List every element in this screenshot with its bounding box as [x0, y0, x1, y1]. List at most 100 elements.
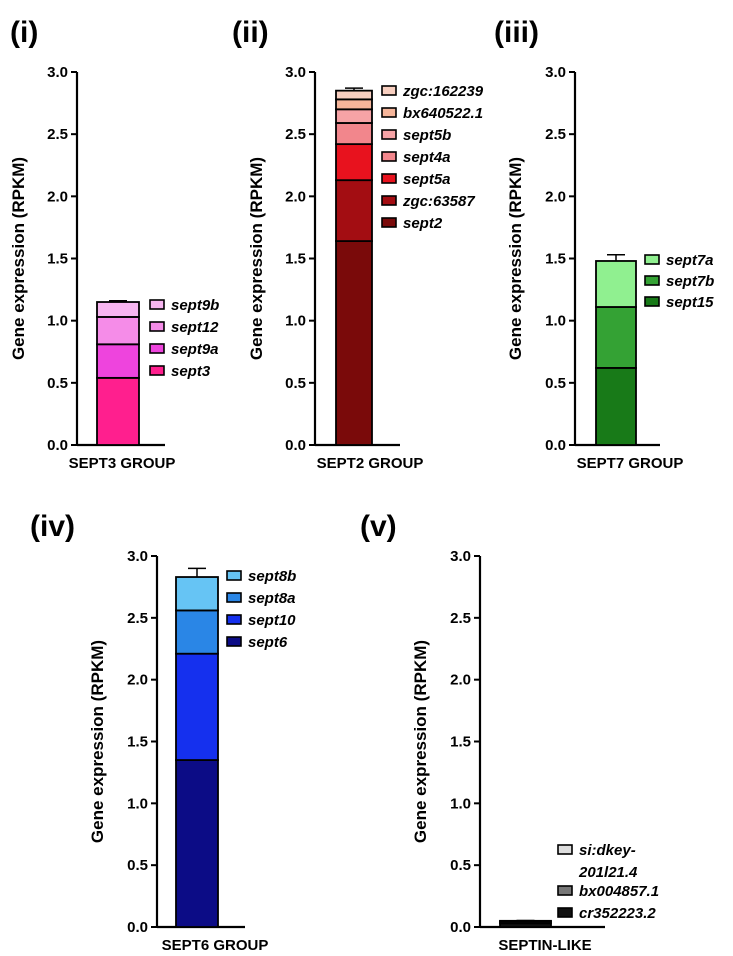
legend-swatch-sept7a	[644, 254, 660, 265]
legend-swatch-sept5a	[381, 173, 397, 184]
bar-segment-sept8b	[175, 576, 219, 612]
y-tick-label: 3.0	[285, 64, 306, 81]
legend-label: sept15	[666, 294, 714, 311]
legend-swatch-sept9b	[149, 299, 165, 310]
legend-label: sept5b	[403, 127, 451, 144]
chart-panel-3: (iii) 0.0 0.5 1.0 1.5 2.0 2.5 3.0 Gene expressio…	[494, 16, 714, 472]
chart-panel-1: (i) 0.0 0.5 1.0 1.5 2.0 2.5 3.0 Gene expression …	[9, 16, 219, 472]
legend-label: sept9b	[171, 297, 219, 314]
legend-label: si:dkey-201l21.4	[578, 842, 638, 881]
y-axis-title: Gene expression (RPKM)	[247, 157, 266, 360]
y-tick-label: 2.0	[285, 188, 306, 205]
legend-label: sept2	[403, 215, 443, 232]
legend-label: sept10	[248, 612, 296, 629]
legend-swatch-sept4a	[381, 151, 397, 162]
legend-swatch-sept3	[149, 365, 165, 376]
y-tick-label: 0.0	[450, 919, 471, 936]
legend-swatch-bx640522-1	[381, 107, 397, 118]
legend-label: bx004857.1	[579, 883, 659, 900]
y-tick-label: 1.5	[545, 251, 566, 268]
y-axis-title: Gene expression (RPKM)	[411, 640, 430, 843]
legend-label: sept9a	[171, 341, 219, 358]
legend-swatch-sept8a	[226, 592, 242, 603]
legend-label: zgc:63587	[402, 193, 475, 210]
legend-swatch-sept12	[149, 321, 165, 332]
y-tick-label: 3.0	[47, 64, 68, 81]
y-axis-title: Gene expression (RPKM)	[9, 157, 28, 360]
bar-segment-sept5b	[335, 108, 373, 124]
y-tick-label: 1.0	[450, 795, 471, 812]
legend-label: sept3	[171, 363, 211, 380]
legend-swatch-bx004857-1	[557, 885, 573, 896]
y-tick-label: 0.5	[450, 857, 471, 874]
chart-panel-2: (ii) 0.0 0.5 1.0 1.5 2.0 2.5 3.0 Gene expression…	[232, 16, 484, 472]
legend-swatch-sept9a	[149, 343, 165, 354]
panel-label: (ii)	[232, 16, 269, 49]
y-tick-label: 2.0	[450, 672, 471, 689]
y-tick-label: 3.0	[450, 548, 471, 565]
y-tick-label: 3.0	[127, 548, 148, 565]
chart-panel-4: (iv) 0.0 0.5 1.0 1.5 2.0 2.5 3.0 Gene expression…	[30, 510, 296, 954]
y-tick-label: 2.5	[285, 126, 306, 143]
y-tick-label: 2.5	[127, 610, 148, 627]
y-tick-label: 1.5	[127, 734, 148, 751]
y-axis-title: Gene expression (RPKM)	[506, 157, 525, 360]
bar-segment-sept12	[96, 316, 140, 346]
legend-label: cr352223.2	[579, 905, 656, 922]
legend-label: sept8b	[248, 568, 296, 585]
legend-label: sept8a	[248, 590, 296, 607]
x-category-label: SEPT3 GROUP	[69, 455, 176, 472]
bar-segment-sept9a	[96, 343, 140, 379]
x-category-label: SEPT6 GROUP	[162, 937, 269, 954]
legend-swatch-sept10	[226, 614, 242, 625]
legend-swatch-sept2	[381, 217, 397, 228]
bar-segment-sept4a	[335, 122, 373, 146]
y-tick-label: 1.5	[285, 251, 306, 268]
y-axis-title: Gene expression (RPKM)	[88, 640, 107, 843]
y-tick-label: 0.0	[127, 919, 148, 936]
y-tick-label: 2.0	[47, 188, 68, 205]
y-tick-label: 1.0	[285, 313, 306, 330]
bar-segment-zgc-162239	[335, 89, 373, 101]
bar-segment-sept7a	[595, 260, 637, 308]
bar-segment-sept7b	[595, 306, 637, 369]
y-tick-label: 0.0	[47, 437, 68, 454]
y-tick-label: 0.5	[285, 375, 306, 392]
legend-label: sept7b	[666, 273, 714, 290]
y-tick-label: 2.5	[450, 610, 471, 627]
bar-segment-sept8a	[175, 609, 219, 655]
bar-segment-sept10	[175, 652, 219, 761]
legend-swatch-cr352223-2	[557, 907, 573, 918]
legend-swatch-zgc-63587	[381, 195, 397, 206]
legend-label: sept7a	[666, 252, 714, 269]
bar-segment-sept3	[96, 376, 140, 446]
legend-swatch-sept7b	[644, 275, 660, 286]
bar-segment-sept6	[175, 759, 219, 928]
bar-segment-sept2	[335, 240, 373, 446]
y-tick-label: 2.5	[47, 126, 68, 143]
y-tick-label: 0.0	[285, 437, 306, 454]
x-category-label: SEPT2 GROUP	[317, 455, 424, 472]
legend-swatch-sept6	[226, 636, 242, 647]
legend-swatch-zgc-162239	[381, 85, 397, 96]
legend-swatch-sept15	[644, 296, 660, 307]
legend-swatch-si-dkey-201l21-4	[557, 844, 573, 855]
x-category-label: SEPTIN-LIKE	[498, 937, 591, 954]
y-tick-label: 1.5	[47, 251, 68, 268]
y-tick-label: 1.5	[450, 734, 471, 751]
legend-label: sept4a	[403, 149, 451, 166]
y-tick-label: 0.0	[545, 437, 566, 454]
y-tick-label: 1.0	[47, 313, 68, 330]
legend-label: sept12	[171, 319, 219, 336]
bar-segment-bx640522-1	[335, 98, 373, 111]
y-tick-label: 0.5	[127, 857, 148, 874]
y-tick-label: 2.0	[545, 188, 566, 205]
legend-label: bx640522.1	[403, 105, 483, 122]
legend-label: sept6	[248, 634, 288, 651]
y-tick-label: 1.0	[127, 795, 148, 812]
legend-swatch-sept8b	[226, 570, 242, 581]
y-tick-label: 2.5	[545, 126, 566, 143]
panel-label: (iii)	[494, 16, 539, 49]
legend-swatch-sept5b	[381, 129, 397, 140]
